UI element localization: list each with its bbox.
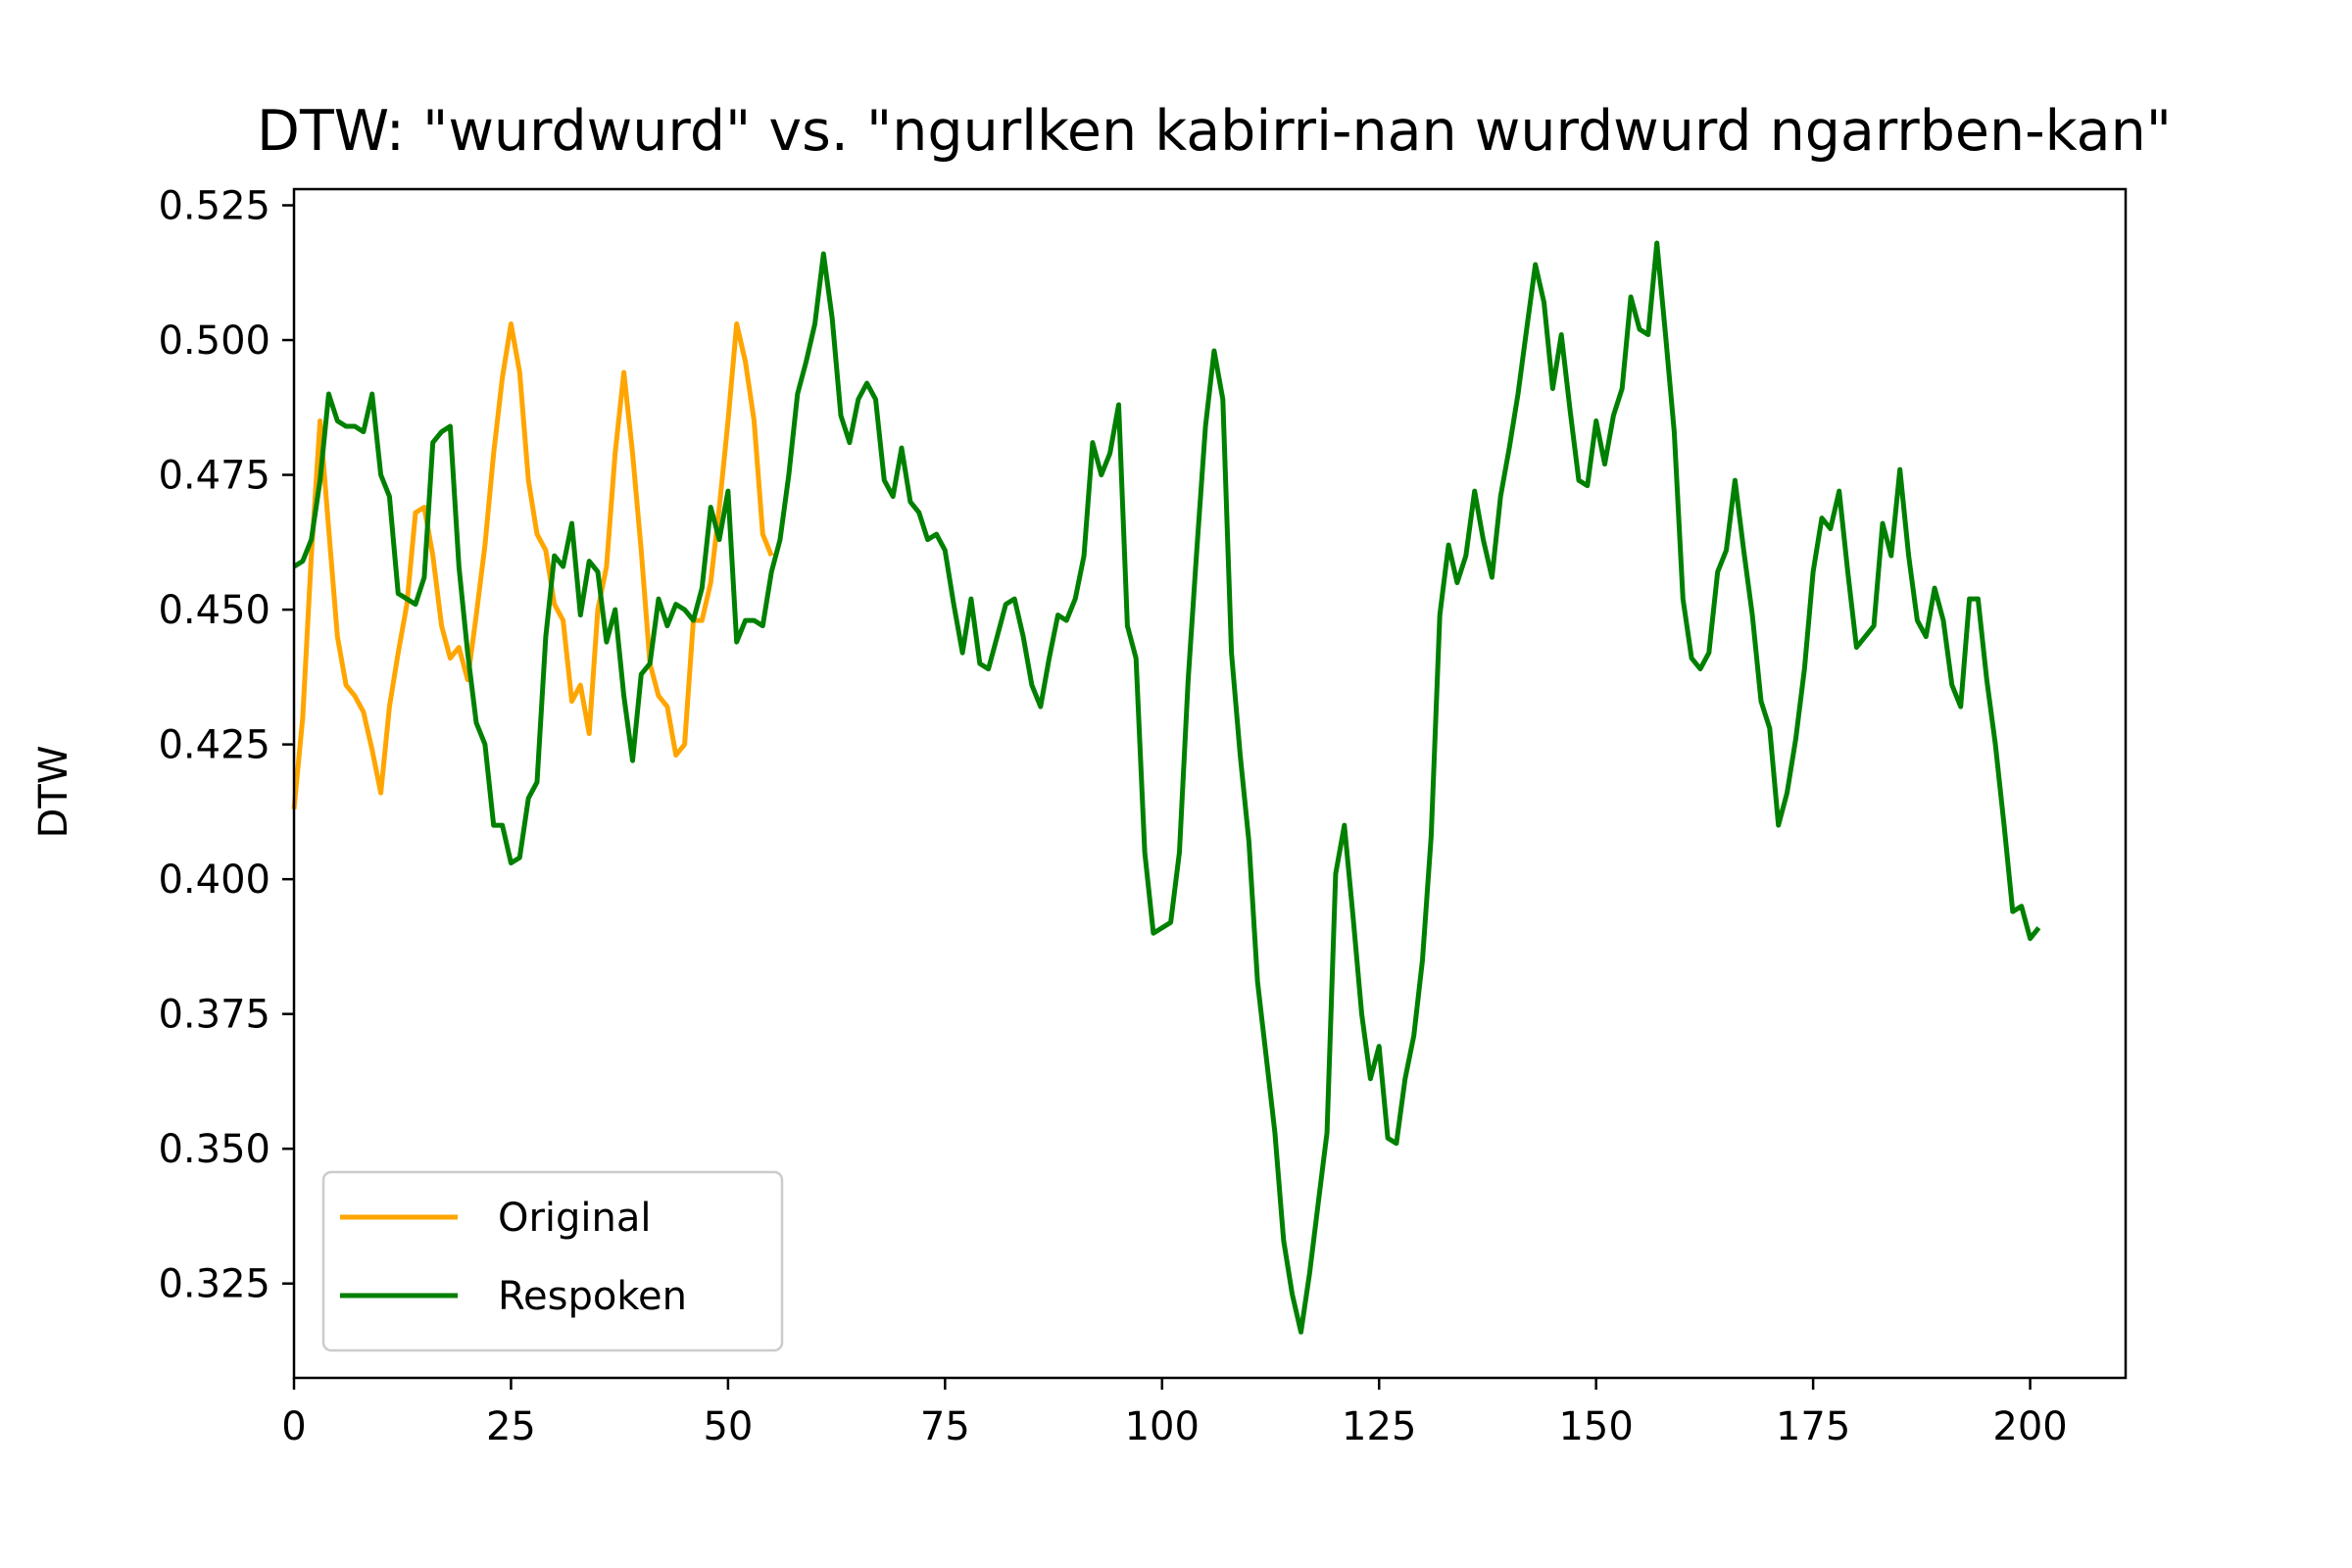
x-tick-label: 50	[703, 1404, 753, 1449]
x-tick-label: 100	[1125, 1404, 1200, 1449]
y-tick-label: 0.475	[158, 454, 270, 499]
y-axis-label: DTW	[31, 746, 76, 839]
y-tick-label: 0.500	[158, 318, 270, 364]
series-layer	[291, 240, 2041, 1335]
y-tick-label: 0.325	[158, 1262, 270, 1307]
x-axis: 0 25 50 75 100 125 150 175 200	[281, 1378, 2068, 1449]
x-tick-label: 75	[920, 1404, 970, 1449]
y-tick-label: 0.375	[158, 993, 270, 1038]
chart-title: DTW: "wurdwurd" vs. "ngurlken kabirri-na…	[257, 99, 2172, 164]
legend: Original Respoken	[321, 1170, 784, 1352]
y-tick-label: 0.450	[158, 588, 270, 633]
x-tick-label: 200	[1992, 1404, 2067, 1449]
y-tick-label: 0.525	[158, 184, 270, 229]
plot-area	[291, 240, 2041, 1335]
y-axis: 0.325 0.350 0.375 0.400 0.425 0.450 0.475 0.500…	[158, 184, 294, 1307]
legend-label-respoken: Respoken	[498, 1274, 687, 1319]
plot-frame	[292, 187, 2128, 1380]
y-tick-label: 0.350	[158, 1127, 270, 1172]
x-tick-label: 175	[1776, 1404, 1850, 1449]
y-tick-label: 0.400	[158, 858, 270, 903]
y-tick-label: 0.425	[158, 723, 270, 768]
x-tick-label: 150	[1558, 1404, 1633, 1449]
legend-label-original: Original	[498, 1196, 652, 1241]
x-tick-label: 25	[486, 1404, 536, 1449]
series-line-respoken	[292, 240, 2041, 1335]
series-line-original	[291, 321, 774, 809]
x-tick-label: 0	[281, 1404, 306, 1449]
x-tick-label: 125	[1342, 1404, 1416, 1449]
